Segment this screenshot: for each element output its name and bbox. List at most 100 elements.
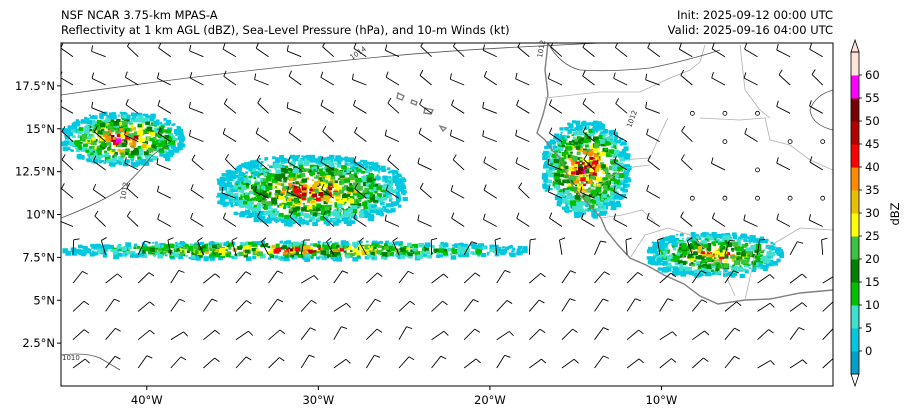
reflectivity-cell bbox=[678, 266, 685, 272]
reflectivity-cell bbox=[580, 169, 587, 174]
reflectivity-cell bbox=[549, 188, 553, 191]
reflectivity-cell bbox=[662, 254, 666, 257]
wind-barb-staff bbox=[494, 239, 498, 255]
reflectivity-cell bbox=[577, 184, 583, 189]
reflectivity-cell bbox=[723, 243, 729, 248]
wind-barb-flag bbox=[506, 300, 513, 304]
reflectivity-cell bbox=[422, 248, 426, 251]
reflectivity-cell bbox=[590, 171, 594, 174]
reflectivity-cell bbox=[609, 134, 613, 138]
reflectivity-cell bbox=[273, 185, 278, 189]
reflectivity-cell bbox=[329, 175, 336, 180]
wind-barb-flag bbox=[322, 126, 327, 132]
wind-barb-flag bbox=[223, 70, 227, 77]
reflectivity-cell bbox=[602, 200, 609, 205]
reflectivity-cell bbox=[713, 257, 716, 259]
reflectivity-cell bbox=[606, 138, 610, 142]
wind-barb-flag bbox=[634, 298, 641, 302]
wind-barb-flag bbox=[385, 71, 389, 78]
reflectivity-cell bbox=[373, 204, 378, 208]
reflectivity-cell bbox=[346, 193, 351, 197]
reflectivity-cell bbox=[340, 215, 344, 218]
reflectivity-cell bbox=[584, 173, 588, 176]
reflectivity-cell bbox=[229, 202, 234, 206]
wind-barb-staff bbox=[582, 103, 595, 114]
reflectivity-cell bbox=[712, 272, 716, 275]
reflectivity-cell bbox=[726, 242, 732, 248]
reflectivity-cell bbox=[315, 207, 321, 212]
reflectivity-cell bbox=[291, 207, 298, 212]
wind-barb-flag bbox=[189, 130, 191, 137]
wind-barb-staff bbox=[156, 163, 171, 171]
reflectivity-cell bbox=[458, 254, 462, 258]
reflectivity-cell bbox=[576, 176, 582, 181]
reflectivity-cell bbox=[734, 234, 737, 237]
wind-barb-staff bbox=[137, 329, 151, 341]
reflectivity-cell bbox=[74, 251, 78, 254]
wind-barb-flag bbox=[311, 299, 317, 304]
reflectivity-cell bbox=[333, 208, 337, 211]
reflectivity-cell bbox=[685, 270, 690, 275]
reflectivity-cell bbox=[118, 143, 124, 147]
reflectivity-cell bbox=[565, 202, 568, 205]
reflectivity-cell bbox=[334, 195, 341, 201]
lat-tick-label: 2.5°N bbox=[22, 336, 55, 350]
wind-barb-flag bbox=[811, 69, 816, 75]
reflectivity-cell bbox=[294, 251, 299, 255]
reflectivity-cell bbox=[412, 248, 417, 252]
wind-barb-flag bbox=[261, 237, 267, 242]
reflectivity-cell bbox=[623, 146, 629, 151]
reflectivity-cell bbox=[293, 251, 296, 254]
reflectivity-cell bbox=[358, 166, 363, 170]
reflectivity-cell bbox=[145, 144, 152, 150]
reflectivity-cell bbox=[388, 245, 392, 248]
reflectivity-cell bbox=[253, 196, 257, 199]
wind-barb-flag bbox=[711, 212, 715, 219]
wind-barb-flag bbox=[613, 156, 617, 163]
reflectivity-cell bbox=[356, 168, 361, 173]
reflectivity-cell bbox=[567, 129, 573, 134]
reflectivity-cell bbox=[477, 253, 481, 257]
wind-barb-flag bbox=[515, 72, 518, 79]
wind-barb-staff bbox=[127, 215, 139, 227]
reflectivity-cell bbox=[566, 179, 573, 184]
reflectivity-cell bbox=[233, 255, 238, 260]
wind-barb-staff bbox=[776, 106, 791, 114]
reflectivity-cell bbox=[382, 175, 388, 180]
reflectivity-cell bbox=[140, 249, 146, 254]
reflectivity-cell bbox=[691, 245, 694, 248]
reflectivity-cell bbox=[290, 254, 295, 258]
reflectivity-cell bbox=[595, 171, 598, 173]
reflectivity-cell bbox=[389, 194, 393, 197]
wind-barb-flag bbox=[744, 127, 748, 134]
reflectivity-cell bbox=[674, 262, 678, 265]
reflectivity-cell bbox=[244, 196, 250, 201]
reflectivity-cell bbox=[137, 115, 144, 120]
reflectivity-cell bbox=[590, 175, 595, 180]
wind-barb-staff bbox=[255, 132, 269, 142]
reflectivity-cell bbox=[194, 256, 199, 260]
reflectivity-cell bbox=[287, 253, 292, 258]
reflectivity-cell bbox=[176, 125, 181, 130]
reflectivity-cell bbox=[588, 194, 593, 197]
reflectivity-cell bbox=[209, 254, 215, 259]
reflectivity-cell bbox=[562, 144, 566, 148]
wind-barb-staff bbox=[93, 160, 106, 171]
wind-barb-staff bbox=[450, 190, 465, 199]
reflectivity-cell bbox=[334, 210, 339, 214]
reflectivity-cell bbox=[92, 250, 95, 253]
reflectivity-cell bbox=[690, 271, 694, 275]
reflectivity-cell bbox=[368, 184, 372, 187]
reflectivity-cell bbox=[335, 213, 341, 219]
wind-barb-staff bbox=[582, 46, 595, 58]
reflectivity-cell bbox=[324, 206, 330, 211]
reflectivity-cell bbox=[591, 181, 595, 184]
reflectivity-cell bbox=[234, 253, 238, 257]
reflectivity-cell bbox=[188, 256, 192, 259]
wind-barb-staff bbox=[235, 300, 247, 312]
wind-barb-flag bbox=[92, 183, 97, 190]
reflectivity-cell bbox=[343, 250, 347, 253]
calm-wind-circle bbox=[787, 195, 793, 201]
reflectivity-cell bbox=[138, 160, 143, 164]
reflectivity-cell bbox=[596, 183, 601, 187]
